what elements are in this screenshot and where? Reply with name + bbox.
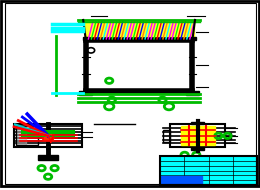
- Bar: [225, 133, 231, 139]
- Bar: [84, 20, 194, 40]
- Bar: [160, 156, 257, 185]
- Bar: [38, 155, 58, 160]
- Bar: [191, 122, 204, 124]
- Bar: [161, 176, 202, 185]
- Bar: [16, 126, 38, 145]
- Bar: [43, 132, 53, 140]
- Bar: [160, 156, 257, 185]
- Bar: [14, 124, 82, 147]
- Bar: [170, 124, 225, 147]
- Bar: [16, 126, 25, 145]
- Bar: [79, 91, 92, 95]
- Bar: [83, 37, 89, 40]
- Bar: [186, 91, 199, 95]
- Bar: [189, 37, 196, 40]
- Bar: [181, 126, 214, 145]
- Bar: [43, 132, 53, 140]
- Bar: [191, 147, 204, 150]
- Bar: [162, 130, 170, 142]
